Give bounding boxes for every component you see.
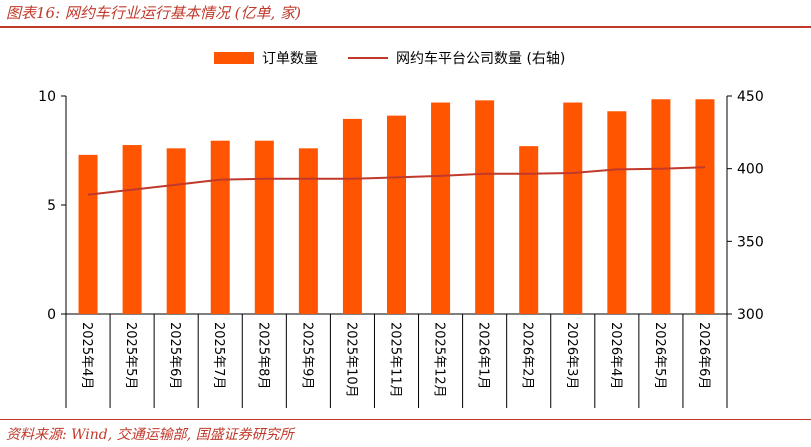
x-tick-label: 2026年3月 (564, 322, 579, 389)
legend-line-label: 网约车平台公司数量 (右轴) (396, 50, 565, 67)
x-tick-label: 2025年6月 (167, 322, 182, 389)
x-tick-label: 2025年9月 (299, 322, 314, 389)
bar (651, 99, 671, 315)
title-divider (0, 26, 811, 28)
bar (254, 140, 274, 314)
legend-bar-swatch (214, 52, 254, 64)
x-tick-label: 2025年7月 (211, 322, 226, 389)
legend: 订单数量 网约车平台公司数量 (右轴) (214, 50, 565, 67)
y-right-tick-label: 450 (737, 89, 764, 105)
bar (166, 148, 186, 314)
bar (607, 111, 627, 314)
x-tick-label: 2025年11月 (388, 322, 403, 398)
x-tick-label: 2025年8月 (255, 322, 270, 389)
bar (342, 118, 362, 314)
bar (122, 145, 142, 314)
bars-group (78, 99, 715, 315)
bar (387, 115, 406, 315)
x-tick-label: 2025年12月 (432, 322, 447, 398)
bar (78, 154, 98, 314)
bar (519, 146, 539, 314)
y-left-tick-label: 5 (47, 198, 56, 214)
x-tick-label: 2026年5月 (652, 322, 667, 389)
bar (695, 99, 715, 315)
footer-divider (0, 419, 811, 420)
legend-bar-label: 订单数量 (262, 51, 318, 67)
x-tick-label: 2026年4月 (608, 322, 623, 389)
bar (298, 148, 318, 314)
figure-title: 图表16: 网约车行业运行基本情况 (亿单, 家) (6, 4, 301, 22)
x-tick-label: 2025年5月 (123, 322, 138, 389)
y-left-tick-label: 10 (38, 89, 56, 105)
x-tick-label: 2025年10月 (343, 322, 358, 398)
line-series (87, 166, 706, 196)
x-tick-label: 2026年1月 (476, 322, 491, 389)
source-note: 资料来源: Wind, 交通运输部, 国盛证券研究所 (6, 427, 294, 443)
bar (475, 100, 495, 314)
bar (431, 102, 451, 314)
x-tick-label: 2026年6月 (696, 322, 711, 389)
bar (210, 140, 230, 314)
line-series-group (87, 166, 706, 196)
x-tick-label: 2025年4月 (79, 322, 94, 389)
y-left-tick-label: 0 (47, 307, 56, 323)
y-right-tick-label: 300 (737, 307, 764, 323)
y-right-tick-label: 350 (737, 234, 764, 250)
y-right-tick-label: 400 (737, 162, 764, 178)
tick-labels: 0 5 10 300 350 400 450 2025年4月 2025年5月 2025年6月 202… (38, 89, 764, 398)
x-tick-label: 2026年2月 (520, 322, 535, 389)
bar (563, 102, 583, 314)
